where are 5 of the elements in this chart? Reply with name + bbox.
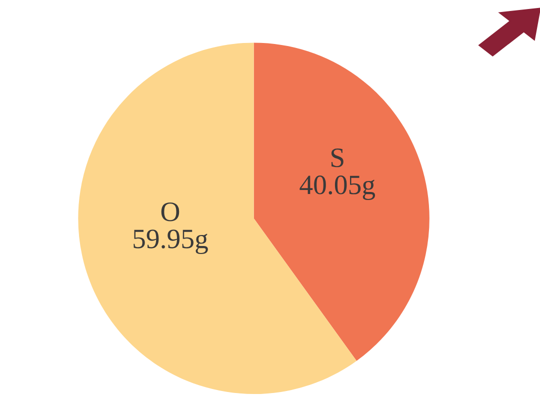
slice-label: S	[331, 148, 344, 168]
slice-label: O	[161, 202, 180, 222]
data-label: 59.95g	[134, 230, 208, 254]
data-label: 40.05g	[300, 176, 376, 200]
pie-slice	[254, 42, 430, 361]
